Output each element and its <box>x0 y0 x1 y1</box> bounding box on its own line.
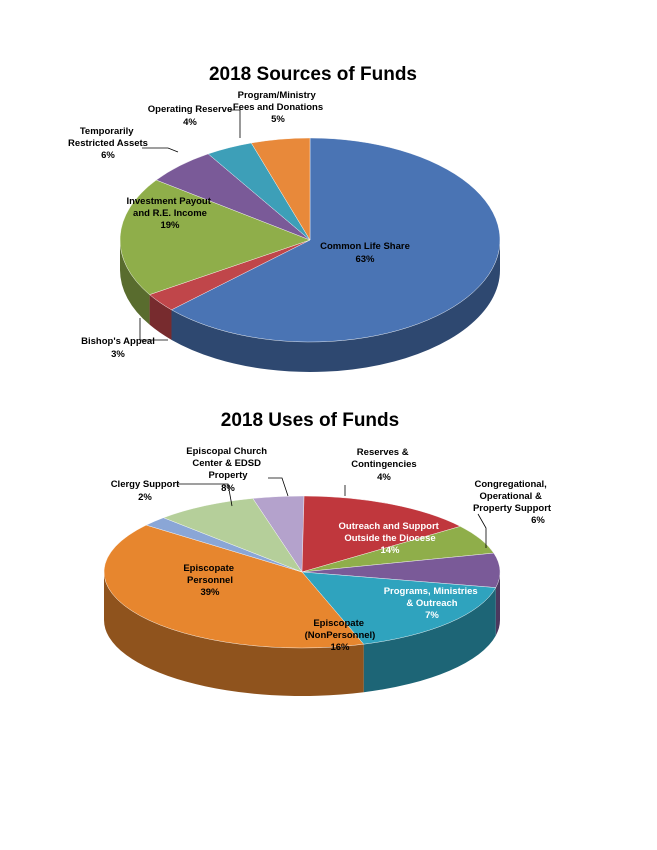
slice-value-label: 6% <box>531 515 545 526</box>
slice-name-label: Common Life Share <box>320 241 410 252</box>
slice-name-label: Clergy Support <box>111 479 180 490</box>
slice-value-label: 19% <box>160 220 180 231</box>
slice-label-episcopate-nonpersonnel: Episcopate (NonPersonnel) 16% <box>305 618 376 653</box>
pie-sources <box>119 137 501 372</box>
slice-value-label: 4% <box>183 117 197 128</box>
slice-common-life-share <box>171 137 501 343</box>
slice-value-label: 63% <box>355 254 375 265</box>
slice-label-operating-reserve: Operating Reserve 4% <box>148 104 241 138</box>
slice-value-label: 16% <box>330 642 350 653</box>
slice-value-label: 8% <box>221 483 235 494</box>
slice-name-label: Investment Payout and R.E. Income <box>126 196 213 219</box>
slice-episcopal-church-center-edsd-property <box>162 498 303 573</box>
leader-line <box>268 477 289 497</box>
slice-side-episcopate-personnel <box>104 572 364 697</box>
slice-label-congregational: Congregational, Operational & Property S… <box>473 479 552 548</box>
slice-side-common-life-share <box>171 240 500 372</box>
slice-value-label: 4% <box>377 472 391 483</box>
slice-name-label: Temporarily Restricted Assets <box>68 126 148 149</box>
slice-label-church-center: Episcopal Church Center & EDSD Property … <box>186 446 289 497</box>
sources-of-funds-chart: 2018 Sources of Funds Common Life Share … <box>68 64 501 372</box>
slice-side-programs-ministries-outreach <box>495 572 500 636</box>
slice-side-bishop-s-appeal <box>149 294 172 340</box>
slice-name-label: Programs, Ministries & Outreach <box>384 586 481 609</box>
slice-name-label: Episcopate Personnel <box>183 563 236 586</box>
slice-label-temporarily-restricted: Temporarily Restricted Assets 6% <box>68 126 179 161</box>
slice-value-label: 14% <box>380 545 400 556</box>
leader-line <box>178 483 233 507</box>
slice-name-label: Episcopate (NonPersonnel) <box>305 618 376 641</box>
slice-name-label: Reserves & Contingencies <box>351 447 416 470</box>
slice-value-label: 3% <box>111 349 125 360</box>
slice-side-episcopate-nonpersonnel- <box>363 587 496 693</box>
slice-outreach-and-support-outside-the-diocese <box>301 495 461 573</box>
slice-name-label: Program/Ministry Fees and Donations <box>233 90 323 113</box>
slice-investment-payout-and-r-e-income <box>119 179 311 295</box>
slice-label-outreach-outside: Outreach and Support Outside the Diocese… <box>339 521 442 556</box>
slice-value-label: 5% <box>271 114 285 125</box>
slice-label-program-ministry: Program/Ministry Fees and Donations 5% <box>233 90 323 125</box>
slice-name-label: Bishop's Appeal <box>81 336 155 347</box>
uses-of-funds-chart: 2018 Uses of Funds Reserves & Contingenc… <box>103 410 552 697</box>
slice-label-investment-payout: Investment Payout and R.E. Income 19% <box>126 196 213 231</box>
slice-label-clergy-support: Clergy Support 2% <box>111 479 233 507</box>
chart-title: 2018 Sources of Funds <box>209 64 417 85</box>
slice-label-common-life-share: Common Life Share 63% <box>320 241 410 265</box>
slice-value-label: 6% <box>101 150 115 161</box>
slice-name-label: Outreach and Support Outside the Diocese <box>339 521 442 544</box>
slice-value-label: 7% <box>425 610 439 621</box>
leader-line <box>230 109 241 138</box>
slice-program-ministry-fees-and-donations <box>250 137 311 241</box>
slice-value-label: 39% <box>200 587 220 598</box>
slice-name-label: Operating Reserve <box>148 104 232 115</box>
slice-label-programs: Programs, Ministries & Outreach 7% <box>384 586 481 621</box>
slice-name-label: Congregational, Operational & Property S… <box>473 479 552 514</box>
slice-label-episcopate-personnel: Episcopate Personnel 39% <box>183 563 236 598</box>
slice-side-investment-payout-and-r-e-income <box>120 240 150 325</box>
slice-label-bishops-appeal: Bishop's Appeal 3% <box>81 318 168 360</box>
slice-episcopate-nonpersonnel- <box>301 571 497 645</box>
leader-line <box>477 513 487 548</box>
pie-uses <box>103 495 501 697</box>
leader-line <box>139 318 168 341</box>
slice-value-label: 2% <box>138 492 152 503</box>
slice-label-reserves: Reserves & Contingencies 4% <box>344 447 417 496</box>
chart-title: 2018 Uses of Funds <box>221 410 399 431</box>
slice-name-label: Episcopal Church Center & EDSD Property <box>186 446 269 481</box>
leader-line <box>142 147 179 153</box>
